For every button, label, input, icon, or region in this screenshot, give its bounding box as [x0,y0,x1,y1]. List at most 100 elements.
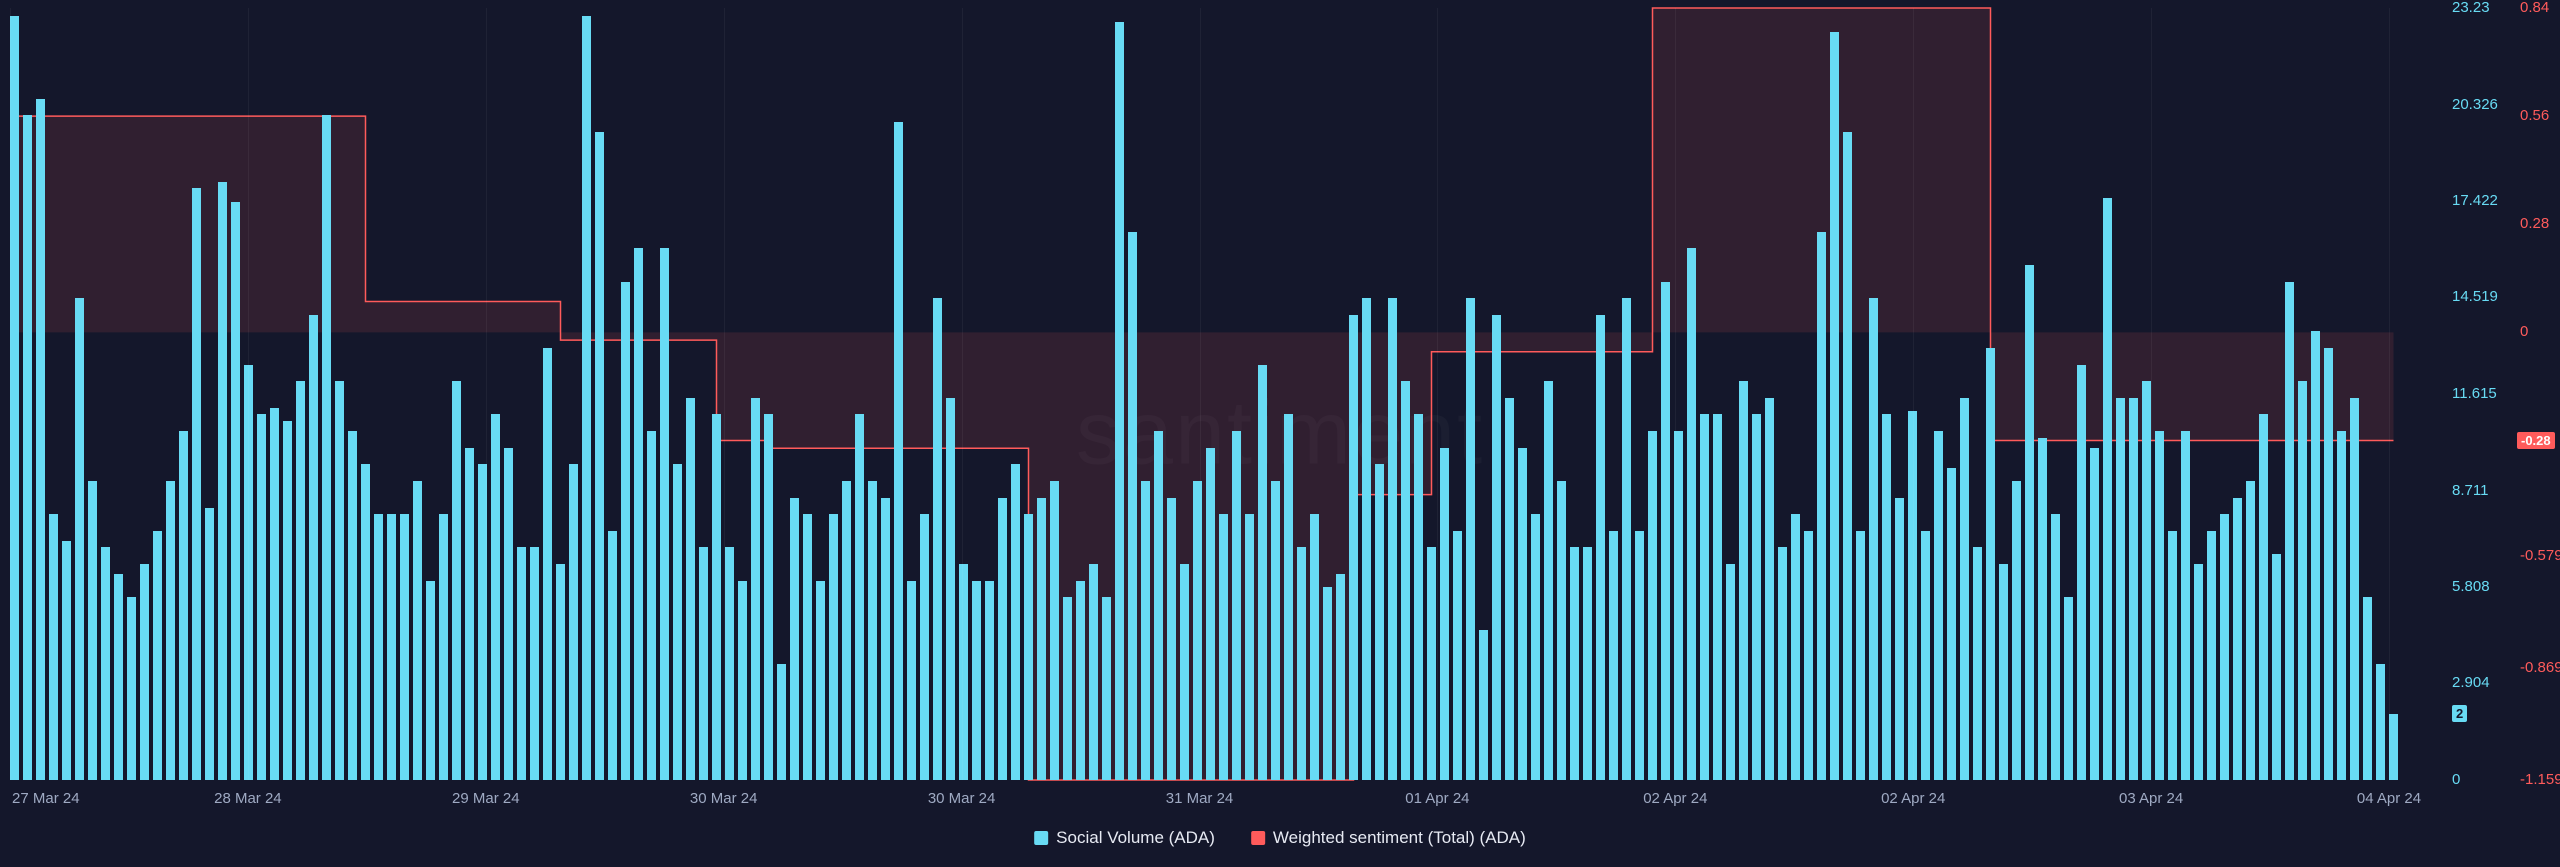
bar[interactable] [2324,348,2333,780]
bar[interactable] [2051,514,2060,780]
bar[interactable] [1583,547,1592,780]
bar[interactable] [1817,232,1826,780]
bar[interactable] [1596,315,1605,780]
bar[interactable] [790,498,799,780]
bar[interactable] [88,481,97,780]
bar[interactable] [530,547,539,780]
bar[interactable] [49,514,58,780]
bar[interactable] [348,431,357,780]
bar[interactable] [426,581,435,780]
bar[interactable] [1973,547,1982,780]
bar[interactable] [101,547,110,780]
bar[interactable] [1284,414,1293,780]
bar[interactable] [1531,514,1540,780]
bar[interactable] [738,581,747,780]
bar[interactable] [1726,564,1735,780]
bar[interactable] [621,282,630,780]
bar[interactable] [608,531,617,780]
bar[interactable] [543,348,552,780]
bar[interactable] [1843,132,1852,780]
bar[interactable] [387,514,396,780]
bar[interactable] [998,498,1007,780]
bar[interactable] [1219,514,1228,780]
bar[interactable] [1310,514,1319,780]
bar[interactable] [2298,381,2307,780]
bar[interactable] [972,581,981,780]
bar[interactable] [2220,514,2229,780]
bar[interactable] [1947,468,1956,780]
bar[interactable] [2285,282,2294,780]
bar[interactable] [1063,597,1072,780]
bar[interactable] [2012,481,2021,780]
bar[interactable] [2246,481,2255,780]
bar[interactable] [1713,414,1722,780]
bar[interactable] [36,99,45,780]
bar[interactable] [153,531,162,780]
bar[interactable] [1986,348,1995,780]
bar[interactable] [1362,298,1371,780]
bar[interactable] [1401,381,1410,780]
bar[interactable] [2038,438,2047,780]
bar[interactable] [1193,481,1202,780]
bar[interactable] [374,514,383,780]
bar[interactable] [1414,414,1423,780]
bar[interactable] [595,132,604,780]
bar[interactable] [1232,431,1241,780]
bar[interactable] [2311,331,2320,780]
bar[interactable] [1791,514,1800,780]
bar[interactable] [2376,664,2385,780]
bar[interactable] [699,547,708,780]
bar[interactable] [1245,514,1254,780]
bar[interactable] [634,248,643,780]
bar[interactable] [1037,498,1046,780]
bar[interactable] [1492,315,1501,780]
bar[interactable] [1739,381,1748,780]
bar[interactable] [816,581,825,780]
bar[interactable] [1609,531,1618,780]
bar[interactable] [335,381,344,780]
bar[interactable] [855,414,864,780]
bar[interactable] [1570,547,1579,780]
bar[interactable] [1050,481,1059,780]
bar[interactable] [946,398,955,780]
bar[interactable] [465,448,474,780]
bar[interactable] [1323,587,1332,780]
bar[interactable] [1297,547,1306,780]
bar[interactable] [205,508,214,781]
bar[interactable] [582,16,591,780]
bar[interactable] [2350,398,2359,780]
bar[interactable] [933,298,942,780]
bar[interactable] [1128,232,1137,780]
bar[interactable] [725,547,734,780]
bar[interactable] [2064,597,2073,780]
bar[interactable] [1856,531,1865,780]
bar[interactable] [2181,431,2190,780]
bar[interactable] [2025,265,2034,780]
bar[interactable] [2233,498,2242,780]
bar[interactable] [140,564,149,780]
bar[interactable] [192,188,201,780]
bar[interactable] [1804,531,1813,780]
bar[interactable] [777,664,786,780]
bar[interactable] [452,381,461,780]
bar[interactable] [2389,714,2398,780]
bar[interactable] [1778,547,1787,780]
bar[interactable] [504,448,513,780]
bar[interactable] [959,564,968,780]
bar[interactable] [1622,298,1631,780]
bar[interactable] [1427,547,1436,780]
bar[interactable] [1648,431,1657,780]
bar[interactable] [1115,22,1124,780]
bar[interactable] [751,398,760,780]
bar[interactable] [127,597,136,780]
bar[interactable] [75,298,84,780]
bar[interactable] [2155,431,2164,780]
bar[interactable] [1934,431,1943,780]
bar[interactable] [2142,381,2151,780]
bar[interactable] [491,414,500,780]
bar[interactable] [1479,630,1488,780]
bar[interactable] [1089,564,1098,780]
bar[interactable] [1882,414,1891,780]
bar[interactable] [517,547,526,780]
bar[interactable] [1635,531,1644,780]
